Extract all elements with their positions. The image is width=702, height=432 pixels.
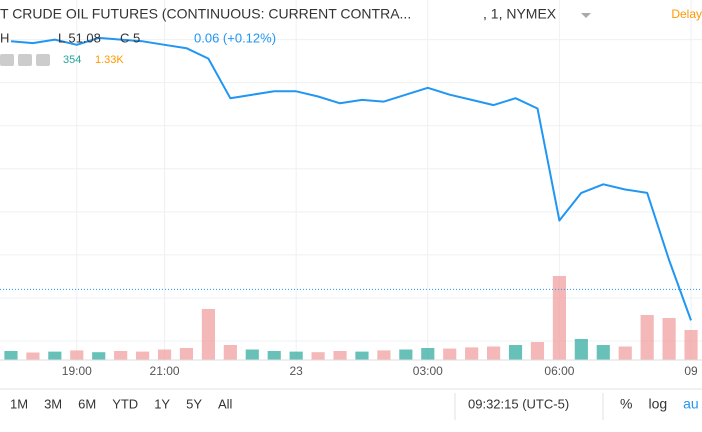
volume-bar <box>157 349 172 360</box>
ohlc-close: C 5 <box>120 30 140 45</box>
plot <box>0 36 702 321</box>
volume-bar <box>223 345 237 360</box>
volume-bar <box>443 348 457 360</box>
volume-bar <box>465 347 479 360</box>
volume-bar <box>201 309 215 360</box>
volume-bar <box>92 352 106 360</box>
volume-bar <box>684 330 698 360</box>
x-tick-label: 21:00 <box>150 364 180 378</box>
volume-bar <box>574 339 588 360</box>
range-button[interactable]: 1M <box>10 396 28 411</box>
chart-title: T CRUDE OIL FUTURES (CONTINUOUS: CURRENT… <box>0 6 411 22</box>
volume-bar <box>618 346 632 360</box>
volume-bar <box>136 351 150 360</box>
x-tick-label: 19:00 <box>62 364 92 378</box>
scale-option[interactable]: au <box>683 396 699 412</box>
ohlc-high: H <box>0 30 9 45</box>
volume-icons[interactable] <box>0 54 50 66</box>
volume-value: 354 <box>63 54 81 66</box>
volume <box>4 276 698 360</box>
scale-option[interactable]: log <box>648 396 667 412</box>
volume-bar <box>487 346 501 360</box>
volume-bar <box>4 351 18 360</box>
price-series <box>10 36 692 321</box>
x-tick-label: 09 <box>684 364 698 378</box>
range-button[interactable]: 5Y <box>186 396 202 411</box>
volume-bar <box>399 349 413 360</box>
toolbar: 1M 3M 6M YTD 1Y 5Y All 09:32:15 (UTC-5)% log au <box>10 396 699 412</box>
range-button[interactable]: All <box>218 396 233 411</box>
range-button[interactable]: 1Y <box>154 396 170 411</box>
x-tick-label: 03:00 <box>413 364 443 378</box>
volume-ma: 1.33K <box>95 54 124 66</box>
volume-bar <box>355 351 369 360</box>
volume-bar <box>245 349 259 360</box>
range-button[interactable]: YTD <box>112 396 138 411</box>
volume-bar <box>48 351 62 360</box>
ohlc-change: 0.06 (+0.12%) <box>194 30 276 45</box>
volume-bar <box>640 315 654 360</box>
grid <box>0 0 702 360</box>
clock: 09:32:15 (UTC-5) <box>468 396 569 411</box>
volume-bar <box>333 351 347 360</box>
x-tick-label: 06:00 <box>544 364 574 378</box>
volume-bar <box>596 345 610 360</box>
volume-bar <box>311 352 325 360</box>
volume-bar <box>267 351 281 360</box>
volume-bar <box>179 348 194 360</box>
volume-bar <box>377 350 391 360</box>
symbol-info: , 1, NYMEX <box>483 6 557 22</box>
volume-bar <box>289 351 303 360</box>
range-button[interactable]: 6M <box>78 396 96 411</box>
volume-bar <box>70 350 84 360</box>
ohlc-low: L 51.08 <box>58 30 101 45</box>
volume-bar <box>508 345 523 360</box>
volume-bar <box>421 348 435 360</box>
volume-bar <box>530 342 545 360</box>
delay-status: Delay <box>671 7 702 21</box>
dropdown-arrow[interactable] <box>581 13 591 18</box>
volume-bar <box>552 276 566 360</box>
volume-bar <box>114 351 128 360</box>
range-button[interactable]: 3M <box>44 396 62 411</box>
scale-option[interactable]: % <box>620 396 632 412</box>
x-tick-label: 23 <box>289 364 303 378</box>
volume-bar <box>26 352 40 360</box>
volume-bar <box>662 318 676 360</box>
